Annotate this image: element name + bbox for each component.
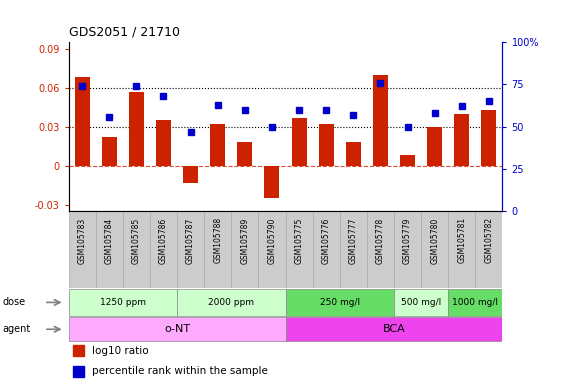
Text: GSM105784: GSM105784 [104, 217, 114, 263]
Text: GSM105780: GSM105780 [430, 217, 439, 263]
Text: GSM105782: GSM105782 [484, 217, 493, 263]
FancyBboxPatch shape [475, 211, 502, 288]
Text: GSM105783: GSM105783 [78, 217, 87, 263]
FancyBboxPatch shape [150, 211, 177, 288]
Bar [455, 114, 469, 166]
Bar [73, 366, 84, 377]
FancyBboxPatch shape [394, 211, 421, 288]
FancyBboxPatch shape [231, 211, 258, 288]
Text: log10 ratio: log10 ratio [93, 346, 149, 356]
FancyBboxPatch shape [448, 289, 502, 316]
Bar [129, 92, 144, 166]
Text: GSM105777: GSM105777 [349, 217, 358, 264]
Bar [75, 77, 90, 166]
Bar [400, 155, 415, 166]
Text: 1000 mg/l: 1000 mg/l [452, 298, 498, 307]
Text: GSM105775: GSM105775 [295, 217, 304, 264]
Text: GSM105781: GSM105781 [457, 217, 467, 263]
Text: GSM105778: GSM105778 [376, 217, 385, 263]
Bar [73, 345, 84, 356]
FancyBboxPatch shape [69, 211, 96, 288]
FancyBboxPatch shape [313, 211, 340, 288]
FancyBboxPatch shape [286, 317, 502, 341]
FancyBboxPatch shape [286, 289, 394, 316]
Text: 1250 ppm: 1250 ppm [100, 298, 146, 307]
Text: GSM105786: GSM105786 [159, 217, 168, 263]
FancyBboxPatch shape [394, 289, 448, 316]
Bar [319, 124, 333, 166]
FancyBboxPatch shape [69, 317, 286, 341]
Text: agent: agent [3, 324, 31, 334]
Text: 250 mg/l: 250 mg/l [320, 298, 360, 307]
Text: GSM105788: GSM105788 [213, 217, 222, 263]
Text: GSM105779: GSM105779 [403, 217, 412, 264]
Text: dose: dose [3, 297, 26, 308]
Text: GSM105787: GSM105787 [186, 217, 195, 263]
Bar [156, 120, 171, 166]
Text: GDS2051 / 21710: GDS2051 / 21710 [69, 25, 179, 38]
FancyBboxPatch shape [204, 211, 231, 288]
Text: GSM105790: GSM105790 [267, 217, 276, 264]
Bar [102, 137, 116, 166]
Text: o-NT: o-NT [164, 324, 190, 334]
FancyBboxPatch shape [177, 211, 204, 288]
FancyBboxPatch shape [69, 289, 177, 316]
Bar [427, 127, 442, 166]
Bar [346, 142, 361, 166]
Bar [373, 75, 388, 166]
FancyBboxPatch shape [286, 211, 313, 288]
FancyBboxPatch shape [123, 211, 150, 288]
Bar [481, 110, 496, 166]
FancyBboxPatch shape [258, 211, 286, 288]
Text: GSM105789: GSM105789 [240, 217, 250, 263]
FancyBboxPatch shape [177, 289, 286, 316]
Text: GSM105776: GSM105776 [321, 217, 331, 264]
Bar [238, 142, 252, 166]
Text: GSM105785: GSM105785 [132, 217, 141, 263]
Bar [210, 124, 225, 166]
FancyBboxPatch shape [96, 211, 123, 288]
FancyBboxPatch shape [448, 211, 475, 288]
FancyBboxPatch shape [340, 211, 367, 288]
Bar [292, 118, 307, 166]
FancyBboxPatch shape [421, 211, 448, 288]
Text: percentile rank within the sample: percentile rank within the sample [93, 366, 268, 376]
FancyBboxPatch shape [367, 211, 394, 288]
Text: 500 mg/l: 500 mg/l [401, 298, 441, 307]
Text: BCA: BCA [383, 324, 405, 334]
Text: 2000 ppm: 2000 ppm [208, 298, 254, 307]
Bar [264, 166, 279, 198]
Bar [183, 166, 198, 183]
